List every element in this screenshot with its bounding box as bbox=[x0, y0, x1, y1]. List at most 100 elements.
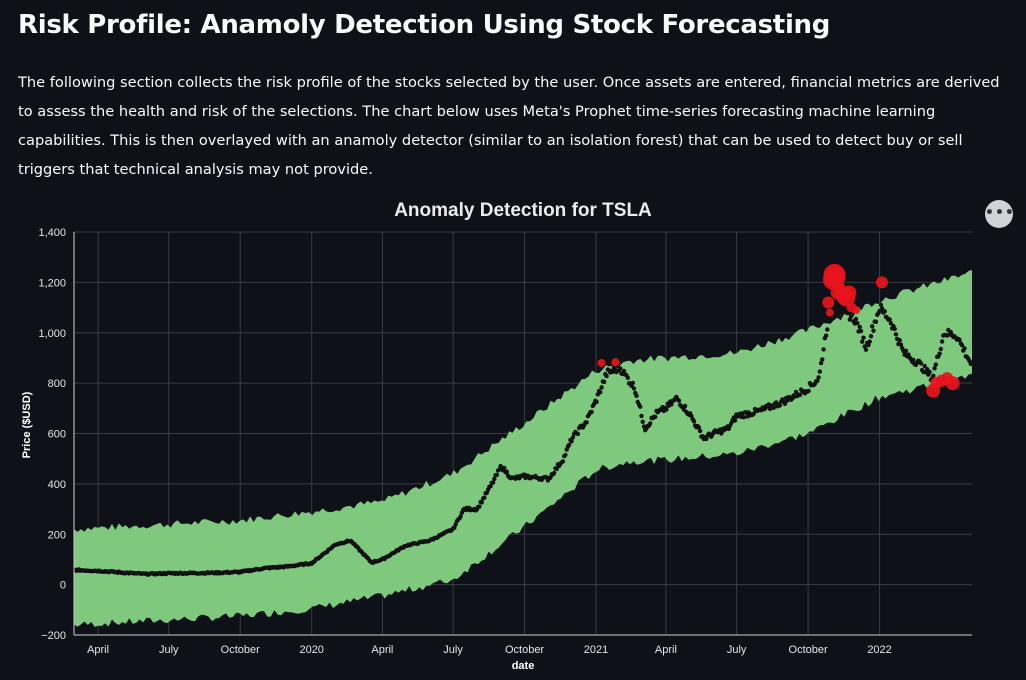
y-tick-label: 200 bbox=[48, 529, 66, 541]
chart-title: Anomaly Detection for TSLA bbox=[394, 200, 652, 221]
more-options-button[interactable]: ••• bbox=[985, 200, 1014, 228]
price-point bbox=[490, 480, 496, 485]
x-tick-label: October bbox=[789, 644, 828, 656]
price-point bbox=[933, 362, 938, 367]
price-point bbox=[882, 309, 887, 314]
price-point bbox=[962, 346, 967, 351]
price-point bbox=[911, 357, 916, 363]
price-point bbox=[618, 366, 623, 371]
price-point bbox=[548, 475, 553, 480]
price-point bbox=[638, 404, 643, 409]
y-tick-label: 1,000 bbox=[38, 328, 66, 340]
price-point bbox=[653, 414, 658, 420]
anomaly-point bbox=[852, 306, 861, 315]
price-point bbox=[932, 366, 937, 371]
price-point bbox=[589, 409, 594, 415]
price-point bbox=[502, 465, 507, 471]
price-point bbox=[878, 302, 884, 308]
price-point bbox=[741, 415, 746, 420]
price-point bbox=[860, 339, 865, 344]
x-tick-label: July bbox=[727, 644, 747, 656]
price-point bbox=[931, 373, 936, 378]
price-point bbox=[630, 380, 635, 386]
price-point bbox=[855, 321, 860, 326]
price-point bbox=[566, 442, 572, 447]
price-point bbox=[939, 339, 945, 344]
price-point bbox=[494, 472, 499, 478]
price-point bbox=[969, 360, 975, 366]
price-point bbox=[782, 401, 788, 406]
price-point bbox=[927, 369, 932, 375]
price-point bbox=[888, 321, 894, 326]
price-point bbox=[862, 344, 867, 349]
anomaly-series bbox=[597, 263, 960, 398]
price-point bbox=[453, 522, 458, 527]
price-point bbox=[785, 398, 790, 403]
price-point bbox=[871, 328, 876, 333]
price-point bbox=[922, 363, 927, 369]
price-point bbox=[570, 435, 576, 440]
price-point bbox=[594, 399, 599, 405]
axes: −200 0 200 400 600 800 1,000 1,200 1,400 April Jul… bbox=[38, 227, 972, 656]
y-tick-label: 600 bbox=[48, 429, 66, 441]
x-tick-label: 2021 bbox=[584, 644, 608, 656]
price-point bbox=[771, 405, 776, 410]
x-tick-label: July bbox=[159, 644, 179, 656]
price-point bbox=[563, 452, 568, 458]
price-point bbox=[682, 403, 688, 409]
price-point bbox=[601, 379, 607, 385]
anomaly-point bbox=[945, 376, 960, 391]
price-point bbox=[825, 327, 830, 332]
price-point bbox=[866, 342, 871, 348]
price-point bbox=[696, 425, 702, 430]
price-point bbox=[938, 346, 943, 352]
price-point bbox=[893, 332, 899, 337]
price-point bbox=[857, 324, 862, 330]
price-point bbox=[640, 419, 645, 424]
price-point bbox=[669, 402, 674, 407]
price-point bbox=[569, 439, 574, 444]
price-point bbox=[484, 490, 489, 496]
price-point bbox=[598, 390, 603, 395]
price-point bbox=[870, 324, 875, 329]
x-tick-label: July bbox=[443, 644, 463, 656]
price-point bbox=[937, 351, 942, 356]
price-point bbox=[488, 483, 493, 489]
x-tick-label: April bbox=[655, 644, 677, 656]
price-point bbox=[797, 392, 803, 398]
page-title: Risk Profile: Anamoly Detection Using St… bbox=[18, 10, 831, 40]
forecast-band bbox=[74, 269, 972, 627]
price-point bbox=[479, 500, 484, 505]
anomaly-chart: Anomaly Detection for TSLA −200 0 200 400 60… bbox=[21, 200, 975, 672]
price-point bbox=[634, 393, 639, 398]
anomaly-point bbox=[825, 308, 834, 317]
price-point bbox=[719, 431, 724, 436]
y-tick-label: 800 bbox=[48, 378, 66, 390]
price-point bbox=[815, 378, 820, 384]
intro-paragraph: The following section collects the risk … bbox=[18, 74, 1000, 178]
anomaly-point bbox=[822, 296, 835, 309]
anomaly-point bbox=[842, 285, 857, 300]
anomaly-point bbox=[875, 276, 888, 289]
price-point bbox=[552, 470, 557, 476]
price-point bbox=[823, 333, 829, 338]
price-point bbox=[704, 436, 709, 442]
price-point bbox=[477, 504, 482, 509]
price-point bbox=[631, 386, 637, 391]
price-point bbox=[867, 339, 872, 344]
x-tick-label: October bbox=[221, 644, 260, 656]
price-point bbox=[887, 317, 892, 322]
price-point bbox=[492, 476, 497, 482]
price-point bbox=[817, 369, 822, 374]
price-point bbox=[777, 403, 783, 408]
x-tick-label: April bbox=[87, 644, 109, 656]
price-point bbox=[861, 335, 866, 340]
y-tick-label: 1,200 bbox=[38, 277, 66, 289]
forecast-band-area bbox=[74, 269, 972, 627]
price-point bbox=[918, 361, 924, 366]
x-axis-title: date bbox=[512, 660, 535, 672]
price-point bbox=[903, 348, 909, 353]
price-point bbox=[957, 337, 962, 342]
price-point bbox=[625, 375, 630, 380]
price-point bbox=[868, 334, 874, 339]
